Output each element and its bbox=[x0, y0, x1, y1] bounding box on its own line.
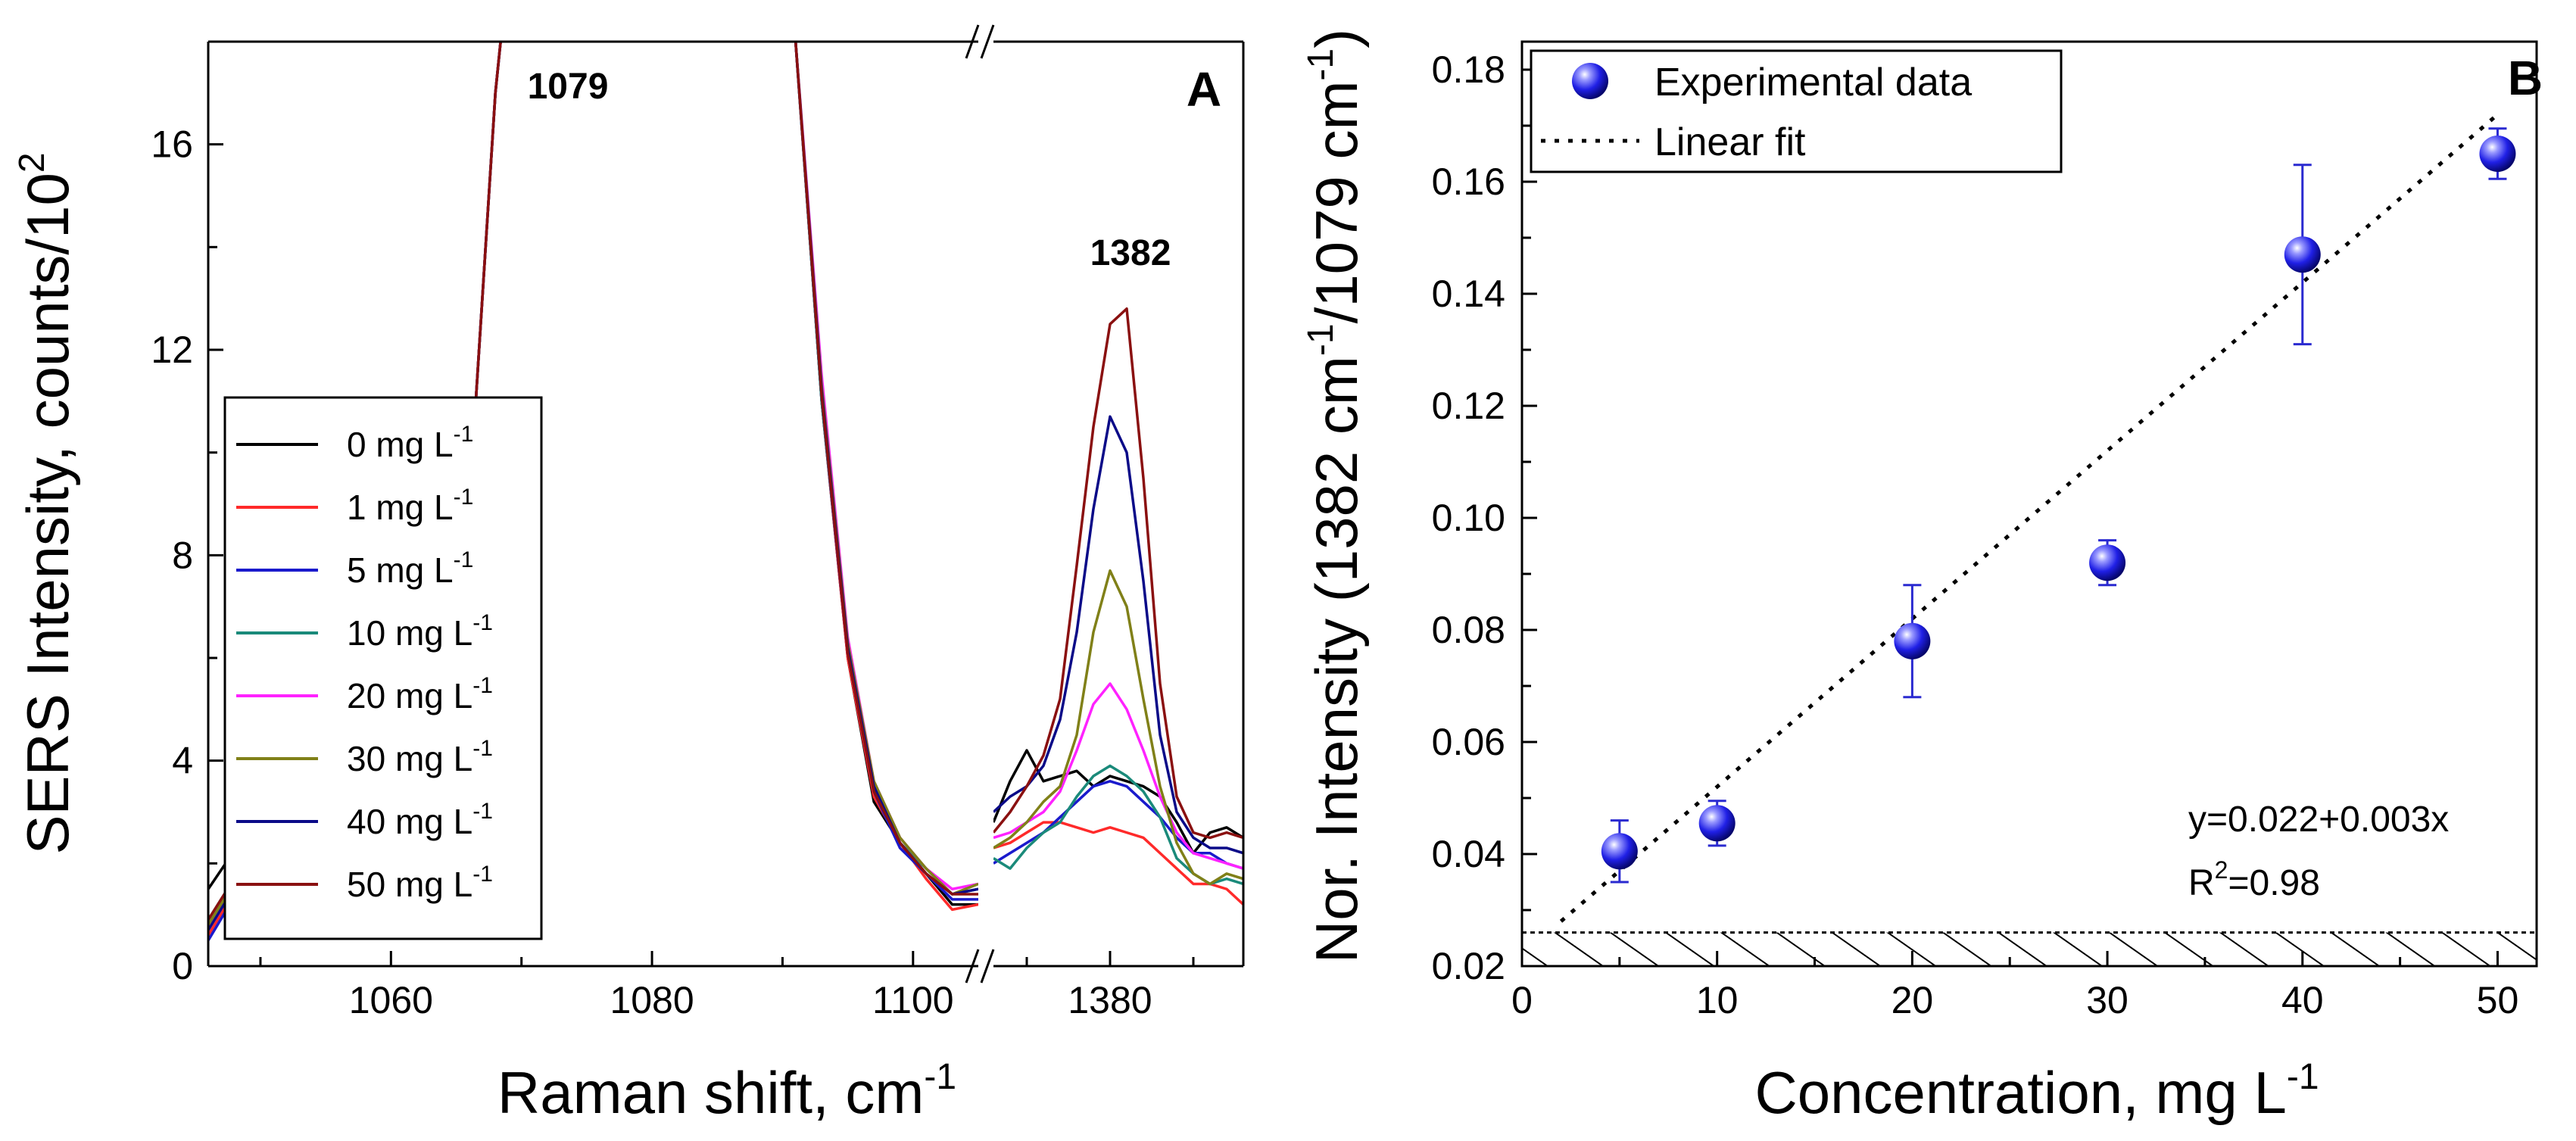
panel-a-x-tick-label: 1100 bbox=[872, 979, 954, 1021]
legend-b-linear-fit: Linear fit bbox=[1654, 120, 1806, 164]
panel-label-b: B bbox=[2508, 51, 2543, 105]
segment-high-lines bbox=[993, 307, 1243, 906]
fit-equation: y=0.022+0.003x bbox=[2188, 800, 2449, 840]
panel-b-x-tick-label: 10 bbox=[1696, 979, 1739, 1021]
panel-b-x-axis-label: Concentration, mg L-1 bbox=[1754, 1057, 2319, 1126]
legend-a-label: 20 mg L-1 bbox=[347, 673, 493, 715]
panel-b-y-tick-label: 0.14 bbox=[1432, 273, 1505, 315]
panel-b-frame bbox=[1520, 40, 2538, 968]
panel-b-x-tick-label: 20 bbox=[1891, 979, 1934, 1021]
legend-b-marker-icon bbox=[1572, 63, 1608, 99]
panel-b-y-axis-label: Nor. Intensity (1382 cm-1/1079 cm-1) bbox=[1301, 29, 1370, 963]
panel-b-y-tick-label: 0.08 bbox=[1432, 609, 1505, 651]
chart-panel-b: 0.02 0.04 0.06 0.08 0.10 0.12 0.14 0.16 0.18 0 10 2… bbox=[1301, 29, 2543, 1126]
series-40-mg-l-high bbox=[993, 415, 1243, 855]
legend-a-box bbox=[223, 396, 543, 940]
panel-a-x-axis-label: Raman shift, cm-1 bbox=[497, 1057, 956, 1126]
fit-r-squared: R2=0.98 bbox=[2188, 856, 2320, 903]
panel-b-axes: 0.02 0.04 0.06 0.08 0.10 0.12 0.14 0.16 0.18 0 10 2… bbox=[1432, 40, 2538, 1021]
data-marker bbox=[1894, 622, 1931, 659]
data-point bbox=[2284, 164, 2321, 346]
series-1-mg-l-high bbox=[993, 821, 1243, 906]
panel-a-y-axis-label: SERS Intensity, counts/102 bbox=[12, 152, 81, 854]
data-point bbox=[1698, 800, 1736, 847]
panel-label-a: A bbox=[1187, 62, 1221, 117]
panel-b-data-points bbox=[1601, 127, 2516, 884]
legend-b-box bbox=[1530, 49, 2063, 173]
linear-fit-line bbox=[1559, 113, 2500, 923]
data-marker bbox=[1601, 833, 1638, 870]
panel-b-y-tick-label: 0.12 bbox=[1432, 385, 1505, 427]
panel-a-legend: 0 mg L-1 1 mg L-1 5 mg L-1 10 mg L-1 20 mg L… bbox=[223, 396, 543, 940]
series-5-mg-l-high bbox=[993, 780, 1243, 870]
panel-a-y-tick-label: 16 bbox=[151, 123, 193, 166]
panel-a-x-tick-label: 1080 bbox=[610, 979, 694, 1021]
series-50-mg-l-high bbox=[993, 307, 1243, 840]
data-point bbox=[1894, 584, 1931, 699]
data-marker bbox=[2284, 236, 2321, 273]
legend-a-label: 40 mg L-1 bbox=[347, 799, 493, 841]
data-point bbox=[2089, 539, 2126, 587]
segment-low-lines bbox=[208, 42, 978, 941]
panel-b-legend: Experimental data Linear fit bbox=[1530, 49, 2063, 173]
legend-a-items: 0 mg L-1 1 mg L-1 5 mg L-1 10 mg L-1 20 mg L… bbox=[236, 422, 493, 904]
legend-b-experimental: Experimental data bbox=[1654, 61, 1972, 104]
panel-b-x-tick-label: 30 bbox=[2086, 979, 2128, 1021]
legend-a-label: 5 mg L-1 bbox=[347, 547, 473, 590]
data-point bbox=[2479, 127, 2516, 180]
detection-limit-band bbox=[1522, 932, 2537, 966]
axis-break-mark bbox=[980, 24, 995, 59]
legend-a-label: 1 mg L-1 bbox=[347, 485, 473, 527]
series-50-mg-l-low bbox=[208, 42, 978, 921]
panel-a-x-tick-label: 1060 bbox=[349, 979, 433, 1021]
legend-a-label: 30 mg L-1 bbox=[347, 736, 493, 778]
axis-break-mark bbox=[965, 24, 980, 59]
data-marker bbox=[2479, 136, 2516, 172]
panel-a-y-tick-label: 4 bbox=[172, 740, 193, 782]
legend-a-label: 10 mg L-1 bbox=[347, 610, 493, 653]
series-20-mg-l-high bbox=[993, 682, 1243, 870]
panel-a-y-tick-label: 8 bbox=[172, 534, 193, 576]
panel-b-y-tick-label: 0.10 bbox=[1432, 497, 1505, 539]
data-point bbox=[1601, 819, 1638, 884]
legend-a-label: 50 mg L-1 bbox=[347, 862, 493, 904]
legend-a-label: 0 mg L-1 bbox=[347, 422, 473, 464]
data-marker bbox=[2089, 544, 2126, 581]
series-30-mg-l-high bbox=[993, 569, 1243, 886]
panel-b-x-tick-label: 50 bbox=[2477, 979, 2519, 1021]
axis-break-mark bbox=[965, 949, 980, 984]
panel-a-x-tick-label: 1380 bbox=[1068, 979, 1152, 1021]
panel-a-y-tick-label: 0 bbox=[172, 945, 193, 987]
panel-b-y-tick-label: 0.02 bbox=[1432, 945, 1505, 987]
panel-b-y-tick-label: 0.16 bbox=[1432, 161, 1505, 203]
panel-b-y-tick-label: 0.04 bbox=[1432, 833, 1505, 875]
peak-label-1079: 1079 bbox=[528, 67, 609, 107]
panel-a-series-group bbox=[208, 42, 1243, 941]
panel-a-axes: 0 4 8 12 16 1060 1080 1100 1380 bbox=[151, 24, 1245, 1021]
panel-a-y-tick-label: 12 bbox=[151, 329, 193, 371]
panel-b-x-tick-label: 40 bbox=[2281, 979, 2324, 1021]
panel-b-x-tick-label: 0 bbox=[1511, 979, 1533, 1021]
peak-label-1382: 1382 bbox=[1090, 233, 1171, 273]
chart-panel-a: 0 4 8 12 16 1060 1080 1100 1380 1079 1382 A 0 mg… bbox=[12, 24, 1245, 1126]
panel-b-y-tick-label: 0.18 bbox=[1432, 48, 1505, 91]
axis-break-mark bbox=[980, 949, 995, 984]
data-marker bbox=[1698, 805, 1736, 842]
panel-b-y-tick-label: 0.06 bbox=[1432, 721, 1505, 763]
